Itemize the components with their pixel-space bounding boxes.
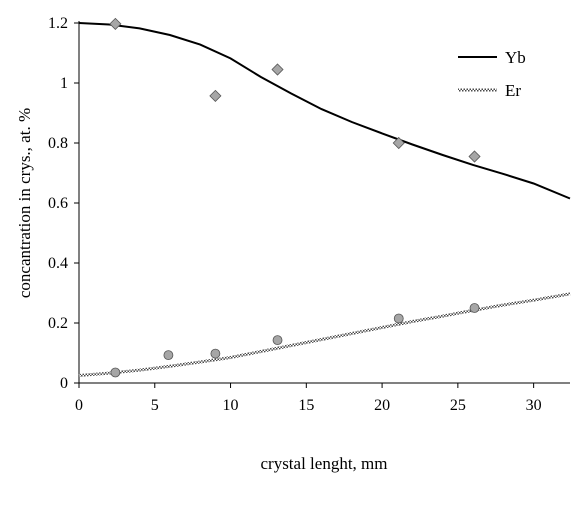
- data-point-Yb-data: [109, 17, 122, 30]
- data-point-Yb-data: [468, 150, 481, 163]
- series-line-Er-fit: [78, 292, 571, 377]
- y-tick-label: 0.4: [48, 255, 68, 272]
- x-tick-label: 20: [374, 397, 390, 414]
- x-tick-label: 25: [450, 397, 466, 414]
- data-point-Yb-data: [209, 89, 222, 102]
- y-tick-label: 1.2: [48, 15, 68, 32]
- axes: [78, 21, 570, 384]
- data-point-Er-data: [210, 348, 221, 359]
- ticks: 0 5 10 15 20 25 30 0 0.2 0.4 0.6 0.8 1 1.2: [48, 15, 542, 414]
- legend: Yb Er: [458, 48, 526, 100]
- x-tick-label: 0: [75, 397, 83, 414]
- data-point-Er-data: [110, 367, 121, 378]
- data-point-Yb-data: [392, 136, 405, 150]
- data-point-Er-data: [163, 350, 174, 361]
- series-line-Yb-fit: [78, 22, 571, 200]
- data-point-Er-data: [393, 313, 404, 324]
- data-point-Er-data: [272, 335, 283, 346]
- y-tick-label: 0: [60, 375, 68, 392]
- x-tick-label: 30: [526, 397, 542, 414]
- y-tick-label: 0.6: [48, 195, 68, 212]
- x-tick-label: 15: [298, 397, 314, 414]
- data-point-Er-data: [469, 303, 480, 313]
- y-tick-label: 0.8: [48, 135, 68, 152]
- y-axis-title: concantration in crys., at. %: [15, 108, 34, 298]
- data-point-Yb-data: [271, 63, 284, 76]
- x-tick-label: 10: [223, 397, 239, 414]
- x-tick-label: 5: [151, 397, 159, 414]
- y-tick-label: 0.2: [48, 315, 68, 332]
- x-axis-title: crystal lenght, mm: [260, 454, 387, 473]
- y-tick-label: 1: [60, 75, 68, 92]
- series-layer: [78, 17, 571, 378]
- legend-label-Er: Er: [505, 81, 521, 100]
- legend-label-Yb: Yb: [505, 48, 526, 67]
